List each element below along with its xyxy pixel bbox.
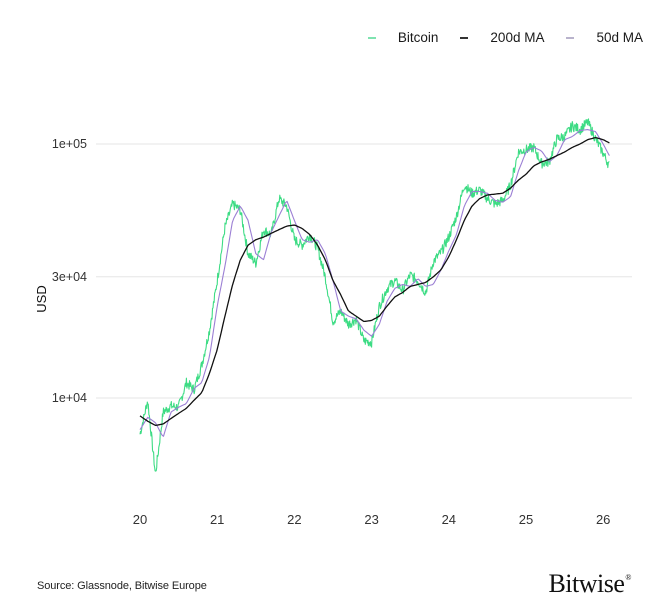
- series-line-200d-ma: [139, 136, 610, 427]
- series-line-50d-ma: [139, 129, 610, 437]
- y-tick-label: 1e+05: [52, 137, 87, 151]
- x-tick-label: 20: [133, 512, 147, 527]
- legend-swatch-200d-ma-icon: [460, 36, 469, 39]
- x-tick-label: 23: [364, 512, 378, 527]
- series-line-bitcoin: [139, 118, 610, 472]
- x-tick-label: 21: [210, 512, 224, 527]
- brand-logo: Bitwise®: [548, 569, 631, 599]
- legend-item-200d-ma: 200d MA: [460, 30, 544, 45]
- y-axis-label: USD: [34, 285, 49, 312]
- y-axis-ticks: 1e+05 3e+04 1e+04: [52, 137, 87, 405]
- y-tick-label: 1e+04: [52, 391, 87, 405]
- x-tick-label: 24: [442, 512, 456, 527]
- legend-swatch-bitcoin-icon: [367, 36, 376, 39]
- legend-label-50d-ma: 50d MA: [596, 30, 643, 45]
- x-tick-label: 25: [519, 512, 533, 527]
- legend-swatch-50d-ma-icon: [566, 36, 575, 39]
- brand-name: Bitwise: [548, 569, 625, 598]
- legend-label-200d-ma: 200d MA: [490, 30, 545, 45]
- x-tick-label: 22: [287, 512, 301, 527]
- x-axis-ticks: 20 21 22 23 24 25 26: [133, 512, 611, 527]
- legend-item-50d-ma: 50d MA: [566, 30, 643, 45]
- source-note: Source: Glassnode, Bitwise Europe: [37, 580, 207, 592]
- series-lines: [139, 118, 610, 472]
- legend-item-bitcoin: Bitcoin: [367, 30, 439, 45]
- gridlines: [96, 143, 632, 399]
- registered-mark: ®: [625, 573, 631, 582]
- x-tick-label: 26: [596, 512, 610, 527]
- y-tick-label: 3e+04: [52, 270, 87, 284]
- chart-legend: Bitcoin 200d MA 50d MA: [346, 30, 643, 45]
- legend-label-bitcoin: Bitcoin: [397, 30, 439, 45]
